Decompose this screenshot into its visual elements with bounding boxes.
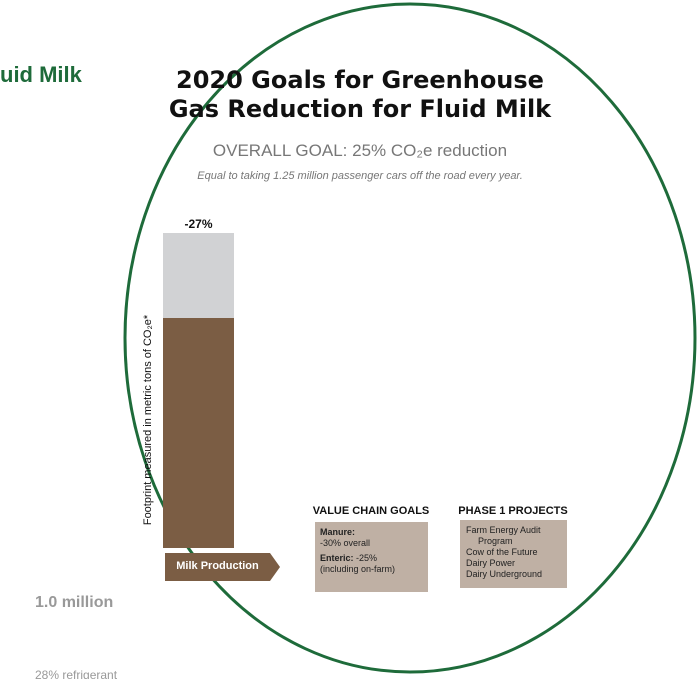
value-chain-box <box>315 522 428 592</box>
phase1-title: PHASE 1 PROJECTS <box>458 505 568 517</box>
project: Dairy Underground <box>466 569 543 579</box>
goal-detail: -25% <box>356 553 378 563</box>
side-note: 28% refrigerant <box>35 668 118 679</box>
phase1-text: Farm Energy Audit Program Cow of the Fut… <box>466 525 542 580</box>
overall-goal: OVERALL GOAL: 25% CO₂e reduction <box>212 141 508 160</box>
project: Program <box>478 536 513 546</box>
reduction-segment <box>163 233 234 318</box>
side-heading: uid Milk <box>0 62 82 87</box>
goal-detail: (including on-farm) <box>320 564 396 574</box>
project: Farm Energy Audit <box>466 525 541 535</box>
stage-label: Milk Production <box>176 560 259 572</box>
footprint-segment <box>163 318 234 548</box>
title-line: Gas Reduction for Fluid Milk <box>168 95 552 123</box>
goal-name: Manure: <box>320 527 356 537</box>
side-stat: 1.0 million <box>35 594 114 611</box>
circle-frame <box>123 2 697 674</box>
project: Cow of the Future <box>466 547 538 557</box>
title: 2020 Goals for Greenhouse Gas Reduction … <box>160 66 560 124</box>
phase1-box <box>460 520 567 588</box>
stage-arrow <box>165 553 280 581</box>
title-line: 2020 Goals for Greenhouse <box>176 66 544 94</box>
value-chain-title: VALUE CHAIN GOALS <box>312 505 430 517</box>
goal-name: Enteric: <box>320 553 354 563</box>
equivalent: Equal to taking 1.25 million passenger c… <box>197 170 523 182</box>
goal-detail: -30% overall <box>320 538 371 548</box>
axis-label: Footprint measured in metric tons of CO₂… <box>142 314 154 526</box>
value-chain-text: Manure: -30% overall Enteric: -25% (incl… <box>320 527 395 575</box>
bar-label: -27% <box>184 217 213 231</box>
project: Dairy Power <box>466 558 516 568</box>
